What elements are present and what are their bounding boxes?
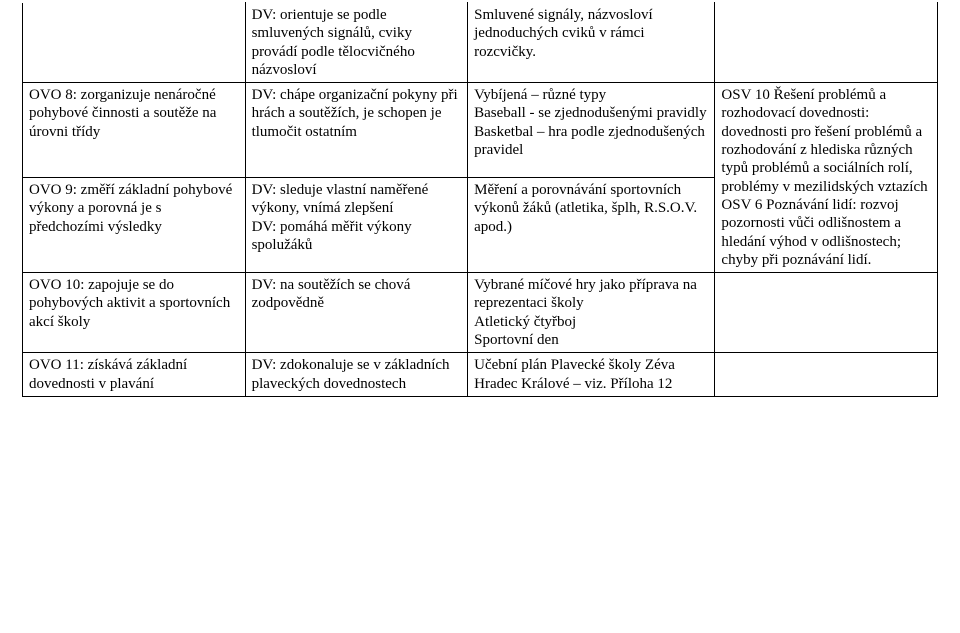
cell: Vybíjená – různé typyBaseball - se zjedn…	[468, 83, 715, 178]
cell	[23, 3, 246, 83]
cell	[715, 353, 938, 397]
cell: DV: na soutěžích se chová zodpovědně	[245, 273, 468, 353]
cell: OVO 8: zorganizuje nenáročné pohybové či…	[23, 83, 246, 178]
cell: OVO 9: změří základní pohybové výkony a …	[23, 178, 246, 273]
cell	[715, 3, 938, 83]
table-row: DV: orientuje se podle smluvených signál…	[23, 3, 938, 83]
cell: Měření a porovnávání sportovních výkonů …	[468, 178, 715, 273]
cell: DV: sleduje vlastní naměřené výkony, vní…	[245, 178, 468, 273]
table-row: OVO 8: zorganizuje nenáročné pohybové či…	[23, 83, 938, 178]
cell: DV: orientuje se podle smluvených signál…	[245, 3, 468, 83]
cell: Smluvené signály, názvosloví jednoduchýc…	[468, 3, 715, 83]
cell: Učební plán Plavecké školy Zéva Hradec K…	[468, 353, 715, 397]
cell: OVO 10: zapojuje se do pohybových aktivi…	[23, 273, 246, 353]
cell: OVO 11: získává základní dovednosti v pl…	[23, 353, 246, 397]
table-row: OVO 10: zapojuje se do pohybových aktivi…	[23, 273, 938, 353]
cell: DV: chápe organizační pokyny při hrách a…	[245, 83, 468, 178]
cell: OSV 10 Řešení problémů a rozhodovací dov…	[715, 83, 938, 273]
table-row: OVO 11: získává základní dovednosti v pl…	[23, 353, 938, 397]
cell: Vybrané míčové hry jako příprava na repr…	[468, 273, 715, 353]
cell: DV: zdokonaluje se v základních plavecký…	[245, 353, 468, 397]
curriculum-table: DV: orientuje se podle smluvených signál…	[22, 2, 938, 397]
cell	[715, 273, 938, 353]
